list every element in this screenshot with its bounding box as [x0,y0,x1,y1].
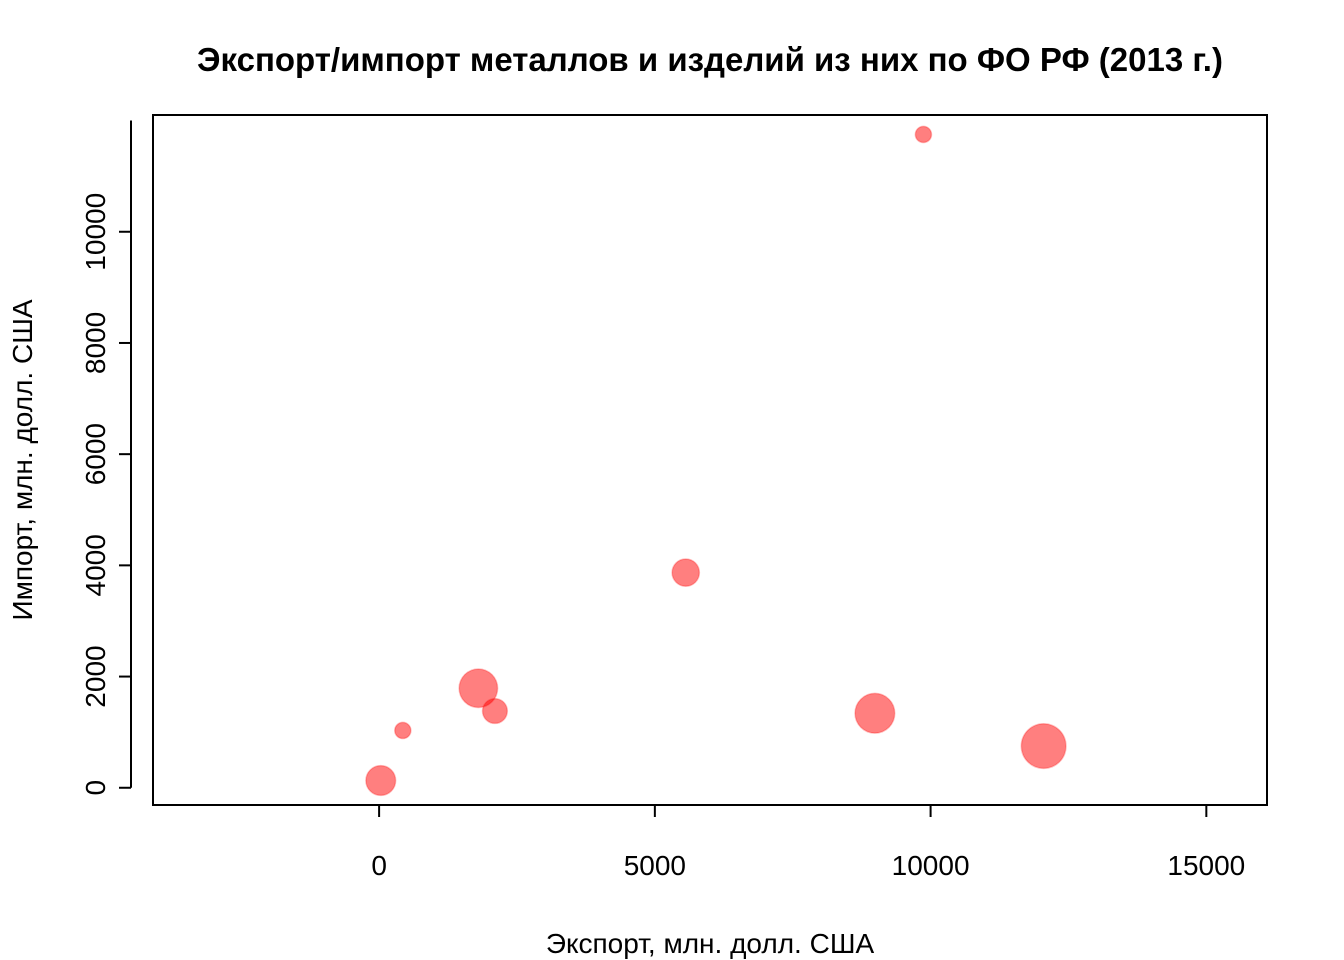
data-point [1020,722,1067,770]
data-point [365,764,397,797]
chart-title: Экспорт/импорт металлов и изделий из них… [197,41,1223,78]
y-tick-label: 4000 [80,534,111,596]
plot-area-frame [152,114,1268,806]
y-tick-label: 0 [80,780,111,796]
y-tick-label: 6000 [80,423,111,485]
y-axis: 0 2000 4000 6000 8000 10000 [80,120,132,796]
y-axis-label: Импорт, млн. долл. США [7,299,38,620]
x-axis-label: Экспорт, млн. долл. США [546,928,875,959]
x-axis: 0 5000 10000 15000 [371,804,1245,881]
x-tick-label: 5000 [624,850,686,881]
data-point [481,697,509,725]
y-tick-label: 2000 [80,645,111,707]
data-point [671,558,701,587]
x-tick-label: 15000 [1167,850,1245,881]
data-point [394,721,412,740]
data-points [365,125,1067,797]
data-point [854,692,896,734]
x-tick-label: 0 [371,850,387,881]
y-tick-label: 10000 [80,193,111,271]
y-tick-label: 8000 [80,312,111,374]
data-point [914,125,933,144]
data-point [458,668,499,709]
x-tick-label: 10000 [892,850,970,881]
